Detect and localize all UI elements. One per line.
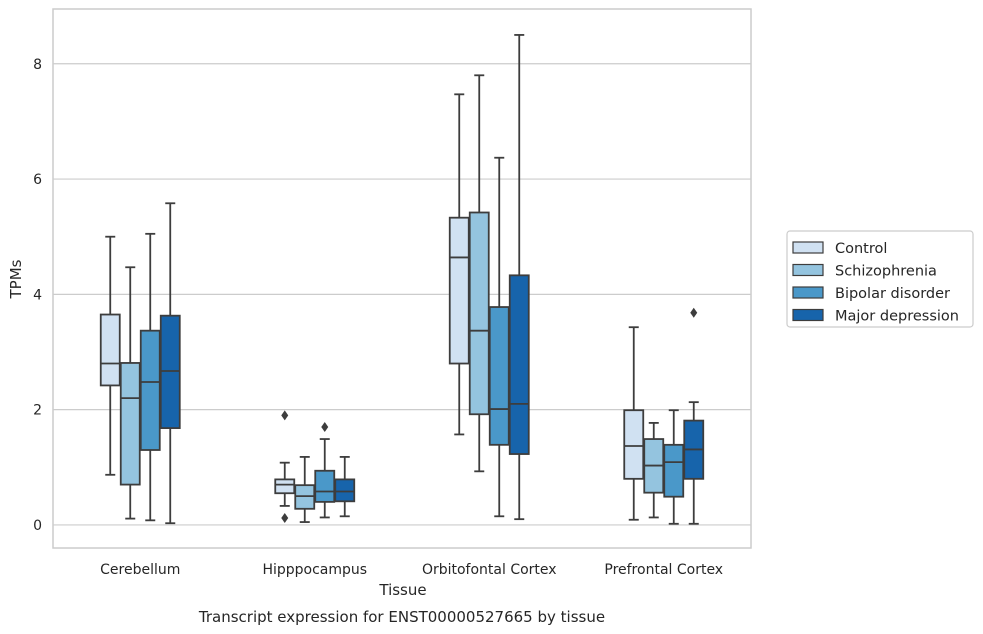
box-iqr — [488, 306, 510, 446]
outlier-point — [281, 410, 289, 421]
box-iqr — [314, 469, 336, 503]
box-1-2 — [314, 421, 336, 519]
legend-label: Bipolar disorder — [835, 286, 950, 302]
legend-swatch — [792, 308, 824, 322]
legend-label: Schizophrenia — [835, 264, 937, 280]
box-1-3 — [334, 456, 356, 518]
outlier-point — [690, 307, 698, 318]
box-iqr — [663, 443, 685, 498]
legend: Control Schizophrenia Bipolar disorder Majo… — [786, 230, 974, 328]
box-1-0 — [274, 410, 296, 524]
box-0-0 — [99, 235, 121, 476]
box-0-3 — [159, 202, 181, 525]
legend-swatch — [792, 241, 824, 254]
box-iqr — [508, 274, 530, 455]
outlier-point — [281, 513, 289, 524]
box-iqr — [99, 313, 121, 387]
x-axis-ticks: Cerebellum Hipppocampus Orbitofontal Corte… — [100, 562, 723, 578]
y-tick-label: 8 — [33, 57, 42, 73]
box-2-3 — [508, 34, 530, 521]
y-tick-label: 2 — [33, 403, 42, 419]
x-tick-label: Cerebellum — [100, 562, 180, 578]
y-axis-label: TPMs — [7, 259, 25, 299]
box-3-0 — [623, 326, 645, 521]
x-axis-label: Tissue — [378, 581, 426, 599]
box-3-2 — [663, 409, 685, 525]
box-3-1 — [643, 422, 665, 519]
box-iqr — [119, 362, 141, 486]
legend-label: Control — [835, 241, 887, 257]
x-tick-label: Hipppocampus — [262, 562, 367, 578]
x-tick-label: Orbitofontal Cortex — [422, 562, 557, 578]
box-3-3 — [683, 307, 705, 525]
box-0-1 — [119, 266, 141, 520]
y-tick-label: 6 — [33, 172, 42, 188]
box-0-2 — [139, 232, 161, 522]
plot-frame — [52, 8, 752, 549]
legend-swatch — [792, 263, 824, 277]
x-tick-label: Prefrontal Cortex — [604, 562, 723, 578]
box-iqr — [274, 478, 296, 495]
outlier-point — [321, 421, 329, 432]
y-tick-label: 0 — [33, 518, 42, 534]
box-groups — [99, 34, 705, 525]
legend-swatch — [792, 286, 824, 299]
box-2-1 — [468, 74, 490, 473]
y-axis-ticks: 0 2 4 6 8 — [33, 57, 42, 534]
box-2-0 — [448, 93, 470, 436]
box-1-1 — [294, 456, 316, 523]
box-iqr — [623, 409, 645, 480]
box-iqr — [468, 211, 490, 416]
box-iqr — [139, 329, 161, 451]
legend-label: Major depression — [835, 309, 959, 325]
chart-caption: Transcript expression for ENST0000052766… — [198, 608, 605, 626]
box-iqr — [448, 216, 470, 365]
y-tick-label: 4 — [33, 287, 42, 303]
box-2-2 — [488, 156, 510, 518]
box-iqr — [334, 478, 356, 503]
legend-frame — [786, 230, 974, 328]
